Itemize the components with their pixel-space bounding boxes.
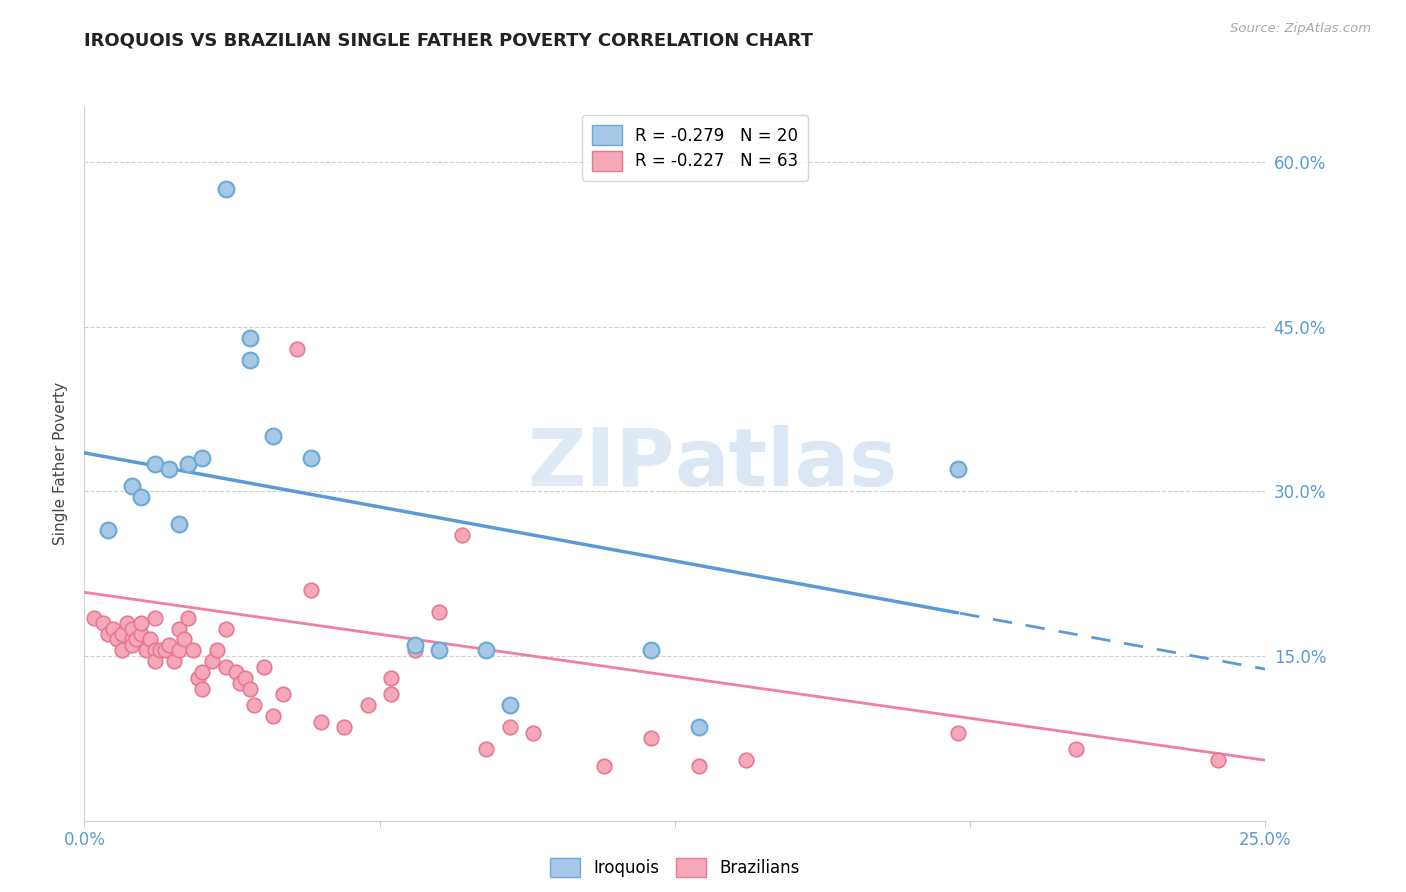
Brazilians bbox=[111, 643, 134, 657]
Brazilians bbox=[357, 698, 380, 713]
Brazilians bbox=[229, 676, 252, 690]
Brazilians bbox=[191, 665, 214, 680]
Iroquois bbox=[143, 457, 166, 471]
Brazilians bbox=[239, 681, 262, 696]
Brazilians bbox=[115, 615, 138, 630]
Brazilians bbox=[498, 720, 520, 734]
Brazilians bbox=[83, 610, 105, 624]
Text: atlas: atlas bbox=[675, 425, 898, 503]
Iroquois bbox=[215, 182, 238, 196]
Brazilians bbox=[121, 622, 143, 636]
Brazilians bbox=[451, 528, 474, 542]
Brazilians bbox=[734, 753, 756, 767]
Iroquois bbox=[498, 698, 520, 713]
Brazilians bbox=[427, 605, 450, 619]
Brazilians bbox=[91, 615, 114, 630]
Brazilians bbox=[111, 627, 134, 641]
Iroquois bbox=[640, 643, 662, 657]
Brazilians bbox=[153, 643, 176, 657]
Brazilians bbox=[1206, 753, 1229, 767]
Brazilians bbox=[253, 660, 276, 674]
Iroquois bbox=[475, 643, 498, 657]
Brazilians bbox=[143, 610, 166, 624]
Brazilians bbox=[187, 671, 209, 685]
Brazilians bbox=[163, 655, 186, 669]
Brazilians bbox=[157, 638, 180, 652]
Iroquois bbox=[427, 643, 450, 657]
Iroquois bbox=[948, 462, 970, 476]
Iroquois bbox=[157, 462, 180, 476]
Y-axis label: Single Father Poverty: Single Father Poverty bbox=[53, 383, 69, 545]
Iroquois bbox=[688, 720, 710, 734]
Iroquois bbox=[239, 330, 262, 344]
Brazilians bbox=[640, 731, 662, 746]
Legend: Iroquois, Brazilians: Iroquois, Brazilians bbox=[543, 851, 807, 884]
Brazilians bbox=[101, 622, 124, 636]
Brazilians bbox=[143, 643, 166, 657]
Brazilians bbox=[404, 643, 426, 657]
Brazilians bbox=[215, 622, 238, 636]
Brazilians bbox=[129, 615, 152, 630]
Brazilians bbox=[139, 632, 162, 647]
Brazilians bbox=[125, 632, 148, 647]
Brazilians bbox=[233, 671, 256, 685]
Brazilians bbox=[205, 643, 228, 657]
Brazilians bbox=[475, 742, 498, 756]
Brazilians bbox=[948, 726, 970, 740]
Brazilians bbox=[97, 627, 120, 641]
Brazilians bbox=[299, 583, 322, 598]
Brazilians bbox=[177, 610, 200, 624]
Brazilians bbox=[181, 643, 204, 657]
Brazilians bbox=[135, 643, 157, 657]
Brazilians bbox=[262, 709, 284, 723]
Brazilians bbox=[522, 726, 544, 740]
Brazilians bbox=[191, 681, 214, 696]
Brazilians bbox=[333, 720, 356, 734]
Iroquois bbox=[177, 457, 200, 471]
Brazilians bbox=[243, 698, 266, 713]
Brazilians bbox=[285, 342, 308, 356]
Text: IROQUOIS VS BRAZILIAN SINGLE FATHER POVERTY CORRELATION CHART: IROQUOIS VS BRAZILIAN SINGLE FATHER POVE… bbox=[84, 31, 813, 49]
Brazilians bbox=[107, 632, 129, 647]
Text: Source: ZipAtlas.com: Source: ZipAtlas.com bbox=[1230, 22, 1371, 36]
Text: ZIP: ZIP bbox=[527, 425, 675, 503]
Iroquois bbox=[167, 517, 190, 532]
Brazilians bbox=[173, 632, 195, 647]
Brazilians bbox=[593, 758, 616, 772]
Brazilians bbox=[271, 687, 294, 701]
Iroquois bbox=[262, 429, 284, 443]
Brazilians bbox=[167, 643, 190, 657]
Brazilians bbox=[121, 638, 143, 652]
Brazilians bbox=[380, 687, 402, 701]
Brazilians bbox=[149, 643, 172, 657]
Iroquois bbox=[299, 451, 322, 466]
Brazilians bbox=[143, 655, 166, 669]
Iroquois bbox=[191, 451, 214, 466]
Brazilians bbox=[215, 660, 238, 674]
Brazilians bbox=[1066, 742, 1088, 756]
Brazilians bbox=[121, 632, 143, 647]
Iroquois bbox=[239, 352, 262, 367]
Iroquois bbox=[129, 490, 152, 504]
Brazilians bbox=[201, 655, 224, 669]
Brazilians bbox=[309, 714, 332, 729]
Iroquois bbox=[404, 638, 426, 652]
Brazilians bbox=[167, 622, 190, 636]
Iroquois bbox=[97, 523, 120, 537]
Iroquois bbox=[121, 479, 143, 493]
Brazilians bbox=[380, 671, 402, 685]
Brazilians bbox=[129, 627, 152, 641]
Brazilians bbox=[225, 665, 247, 680]
Brazilians bbox=[688, 758, 710, 772]
